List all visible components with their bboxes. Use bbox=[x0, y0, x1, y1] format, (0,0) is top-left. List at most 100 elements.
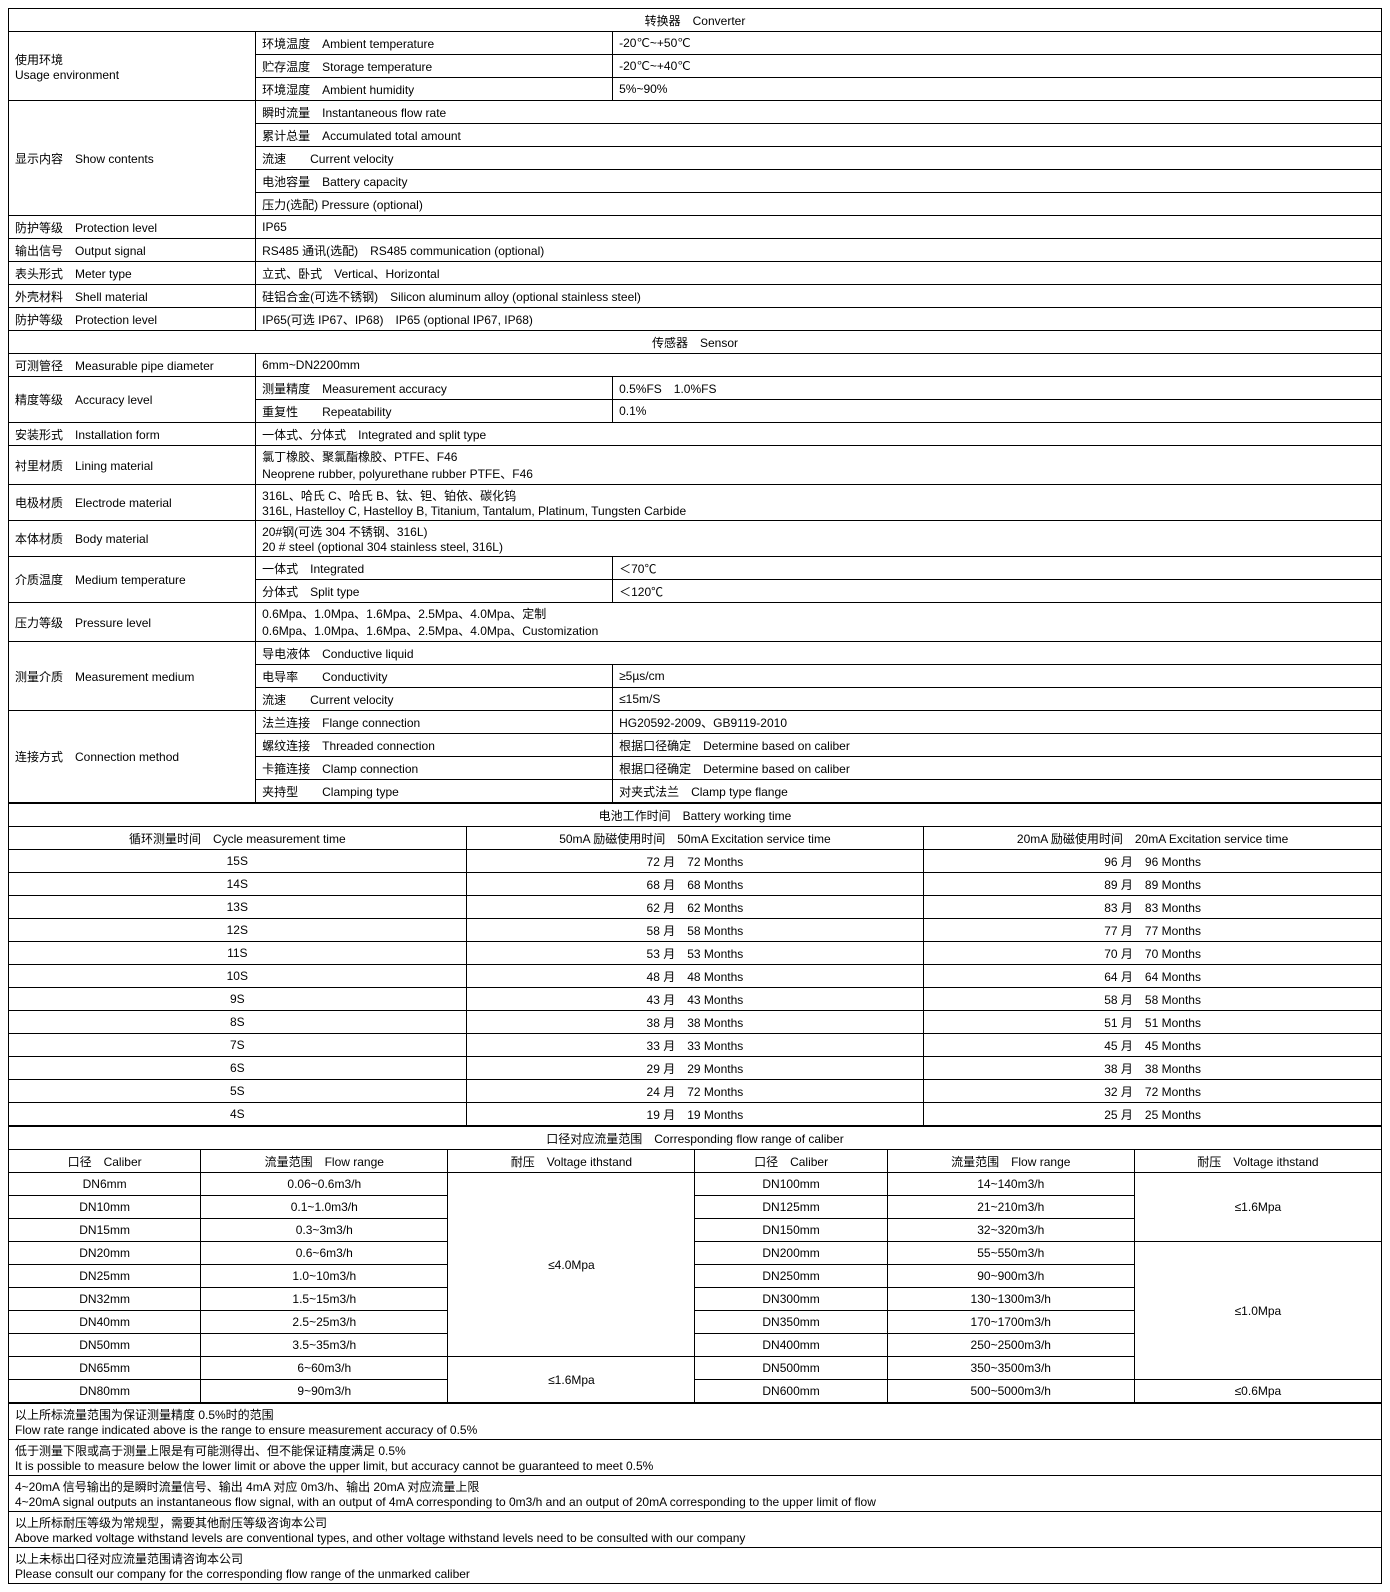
show-item: 流速 Current velocity bbox=[256, 147, 1382, 170]
battery-cell: 45 月 45 Months bbox=[924, 1034, 1382, 1057]
row-value: 20#钢(可选 304 不锈钢、316L) 20 # steel (option… bbox=[256, 521, 1382, 557]
cal: DN40mm bbox=[9, 1311, 201, 1334]
cal: DN80mm bbox=[9, 1380, 201, 1403]
press: ≤1.0Mpa bbox=[1134, 1242, 1381, 1380]
row-value: 0.5%FS 1.0%FS bbox=[613, 377, 1382, 400]
battery-cell: 32 月 72 Months bbox=[924, 1080, 1382, 1103]
col-header: 口径 Caliber bbox=[695, 1150, 887, 1173]
note-row: 以上所标耐压等级为常规型，需要其他耐压等级咨询本公司 Above marked … bbox=[9, 1512, 1382, 1548]
battery-cell: 68 月 68 Months bbox=[466, 873, 924, 896]
battery-cell: 53 月 53 Months bbox=[466, 942, 924, 965]
flow: 55~550m3/h bbox=[887, 1242, 1134, 1265]
row-label: 卡箍连接 Clamp connection bbox=[256, 757, 613, 780]
cal: DN20mm bbox=[9, 1242, 201, 1265]
show-item: 瞬时流量 Instantaneous flow rate bbox=[256, 101, 1382, 124]
row-label: 螺纹连接 Threaded connection bbox=[256, 734, 613, 757]
battery-cell: 10S bbox=[9, 965, 467, 988]
row-label: 环境湿度 Ambient humidity bbox=[256, 78, 613, 101]
battery-cell: 72 月 72 Months bbox=[466, 850, 924, 873]
row-label: 流速 Current velocity bbox=[256, 688, 613, 711]
row-label: 防护等级 Protection level bbox=[9, 216, 256, 239]
row-label: 衬里材质 Lining material bbox=[9, 446, 256, 485]
cal: DN10mm bbox=[9, 1196, 201, 1219]
caliber-header: 口径对应流量范围 Corresponding flow range of cal… bbox=[9, 1127, 1382, 1150]
row-value: 氯丁橡胶、聚氯酯橡胶、PTFE、F46 Neoprene rubber, pol… bbox=[256, 446, 1382, 485]
row-label: 本体材质 Body material bbox=[9, 521, 256, 557]
row-value: HG20592-2009、GB9119-2010 bbox=[613, 711, 1382, 734]
row-label: 法兰连接 Flange connection bbox=[256, 711, 613, 734]
battery-cell: 12S bbox=[9, 919, 467, 942]
row-label: 环境温度 Ambient temperature bbox=[256, 32, 613, 55]
col-header: 耐压 Voltage ithstand bbox=[1134, 1150, 1381, 1173]
flow: 250~2500m3/h bbox=[887, 1334, 1134, 1357]
notes-table: 以上所标流量范围为保证测量精度 0.5%时的范围 Flow rate range… bbox=[8, 1403, 1382, 1584]
row-value: 根据口径确定 Determine based on caliber bbox=[613, 734, 1382, 757]
note-row: 以上未标出口径对应流量范围请咨询本公司 Please consult our c… bbox=[9, 1548, 1382, 1584]
battery-cell: 6S bbox=[9, 1057, 467, 1080]
cal: DN500mm bbox=[695, 1357, 887, 1380]
flow: 21~210m3/h bbox=[887, 1196, 1134, 1219]
show-item: 压力(选配) Pressure (optional) bbox=[256, 193, 1382, 216]
row-label: 可测管径 Measurable pipe diameter bbox=[9, 354, 256, 377]
show-item: 累计总量 Accumulated total amount bbox=[256, 124, 1382, 147]
row-label: 测量精度 Measurement accuracy bbox=[256, 377, 613, 400]
battery-cell: 38 月 38 Months bbox=[924, 1057, 1382, 1080]
cal: DN15mm bbox=[9, 1219, 201, 1242]
medium-temp-label: 介质温度 Medium temperature bbox=[9, 557, 256, 603]
flow: 170~1700m3/h bbox=[887, 1311, 1134, 1334]
col-header: 循环测量时间 Cycle measurement time bbox=[9, 827, 467, 850]
battery-cell: 15S bbox=[9, 850, 467, 873]
row-value: 立式、卧式 Vertical、Horizontal bbox=[256, 262, 1382, 285]
row-label: 夹持型 Clamping type bbox=[256, 780, 613, 803]
battery-cell: 96 月 96 Months bbox=[924, 850, 1382, 873]
row-label: 重复性 Repeatability bbox=[256, 400, 613, 423]
battery-cell: 43 月 43 Months bbox=[466, 988, 924, 1011]
row-label: 压力等级 Pressure level bbox=[9, 603, 256, 642]
battery-cell: 38 月 38 Months bbox=[466, 1011, 924, 1034]
row-label: 电极材质 Electrode material bbox=[9, 485, 256, 521]
cal: DN350mm bbox=[695, 1311, 887, 1334]
cal: DN50mm bbox=[9, 1334, 201, 1357]
row-label: 分体式 Split type bbox=[256, 580, 613, 603]
sensor-header: 传感器 Sensor bbox=[9, 331, 1382, 354]
battery-cell: 58 月 58 Months bbox=[466, 919, 924, 942]
row-value: IP65(可选 IP67、IP68) IP65 (optional IP67, … bbox=[256, 308, 1382, 331]
press: ≤1.6Mpa bbox=[1134, 1173, 1381, 1242]
col-header: 流量范围 Flow range bbox=[887, 1150, 1134, 1173]
row-value: 硅铝合金(可选不锈钢) Silicon aluminum alloy (opti… bbox=[256, 285, 1382, 308]
flow: 90~900m3/h bbox=[887, 1265, 1134, 1288]
note-row: 低于测量下限或高于测量上限是有可能测得出、但不能保证精度满足 0.5% It i… bbox=[9, 1440, 1382, 1476]
cal: DN6mm bbox=[9, 1173, 201, 1196]
row-label: 贮存温度 Storage temperature bbox=[256, 55, 613, 78]
battery-cell: 89 月 89 Months bbox=[924, 873, 1382, 896]
flow: 1.0~10m3/h bbox=[201, 1265, 448, 1288]
battery-cell: 25 月 25 Months bbox=[924, 1103, 1382, 1126]
battery-cell: 83 月 83 Months bbox=[924, 896, 1382, 919]
show-contents-label: 显示内容 Show contents bbox=[9, 101, 256, 216]
battery-cell: 7S bbox=[9, 1034, 467, 1057]
battery-cell: 77 月 77 Months bbox=[924, 919, 1382, 942]
battery-cell: 64 月 64 Months bbox=[924, 965, 1382, 988]
flow: 500~5000m3/h bbox=[887, 1380, 1134, 1403]
row-label: 表头形式 Meter type bbox=[9, 262, 256, 285]
col-header: 口径 Caliber bbox=[9, 1150, 201, 1173]
row-value: IP65 bbox=[256, 216, 1382, 239]
battery-header: 电池工作时间 Battery working time bbox=[9, 804, 1382, 827]
row-label: 输出信号 Output signal bbox=[9, 239, 256, 262]
row-value: ＜120℃ bbox=[613, 580, 1382, 603]
battery-cell: 8S bbox=[9, 1011, 467, 1034]
row-value: -20℃~+40℃ bbox=[613, 55, 1382, 78]
battery-cell: 33 月 33 Months bbox=[466, 1034, 924, 1057]
flow: 0.3~3m3/h bbox=[201, 1219, 448, 1242]
spec-table: 转换器 Converter 使用环境 Usage environment 环境温… bbox=[8, 8, 1382, 803]
flow: 14~140m3/h bbox=[887, 1173, 1134, 1196]
flow: 0.06~0.6m3/h bbox=[201, 1173, 448, 1196]
flow: 130~1300m3/h bbox=[887, 1288, 1134, 1311]
battery-cell: 62 月 62 Months bbox=[466, 896, 924, 919]
battery-cell: 51 月 51 Months bbox=[924, 1011, 1382, 1034]
medium-label: 测量介质 Measurement medium bbox=[9, 642, 256, 711]
flow: 0.6~6m3/h bbox=[201, 1242, 448, 1265]
press: ≤1.6Mpa bbox=[448, 1357, 695, 1403]
row-value: 对夹式法兰 Clamp type flange bbox=[613, 780, 1382, 803]
cal: DN125mm bbox=[695, 1196, 887, 1219]
